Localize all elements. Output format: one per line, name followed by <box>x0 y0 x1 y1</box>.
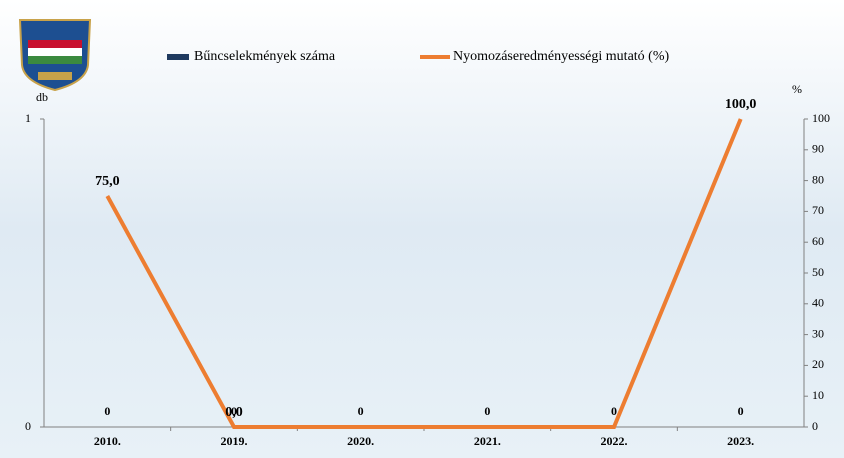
y2-tick-label: 50 <box>812 265 824 279</box>
line-value-label: 75,0 <box>95 174 120 189</box>
y2-tick-label: 70 <box>812 203 824 217</box>
line-value-label: 100,0 <box>725 97 757 112</box>
y2-tick-label: 20 <box>812 357 824 371</box>
y2-tick-label: 60 <box>812 234 824 248</box>
legend-label: Nyomozáseredményességi mutató (%) <box>453 49 669 64</box>
x-tick-label: 2022. <box>601 434 628 448</box>
legend-label: Bűncselekmények száma <box>194 49 336 64</box>
y2-axis-label: % <box>792 82 802 96</box>
y2-tick-label: 100 <box>812 111 830 125</box>
y-tick-label: 1 <box>25 111 31 125</box>
bar-value-label: 0 <box>358 404 364 418</box>
x-tick-label: 2021. <box>474 434 501 448</box>
y2-tick-label: 90 <box>812 142 824 156</box>
x-tick-label: 2010. <box>94 434 121 448</box>
y2-tick-label: 30 <box>812 326 824 340</box>
y2-tick-label: 10 <box>812 388 824 402</box>
bar-value-label: 0 <box>231 404 237 418</box>
line-value-label: 0,0 <box>225 405 243 420</box>
logo <box>18 19 92 92</box>
bar-value-label: 0 <box>738 404 744 418</box>
bar-value-label: 0 <box>611 404 617 418</box>
y-axis-label: db <box>36 90 48 104</box>
x-tick-label: 2019. <box>221 434 248 448</box>
x-tick-label: 2023. <box>727 434 754 448</box>
legend-swatch <box>167 54 189 60</box>
legend: Bűncselekmények száma Nyomozáseredményess… <box>167 49 669 64</box>
bar-value-label: 0 <box>484 404 490 418</box>
y2-tick-label: 40 <box>812 296 824 310</box>
bar-value-label: 0 <box>104 404 110 418</box>
y2-tick-label: 80 <box>812 172 824 186</box>
line <box>105 118 743 429</box>
y2-tick-label: 0 <box>812 419 818 433</box>
y-tick-label: 0 <box>25 419 31 433</box>
x-tick-label: 2020. <box>347 434 374 448</box>
